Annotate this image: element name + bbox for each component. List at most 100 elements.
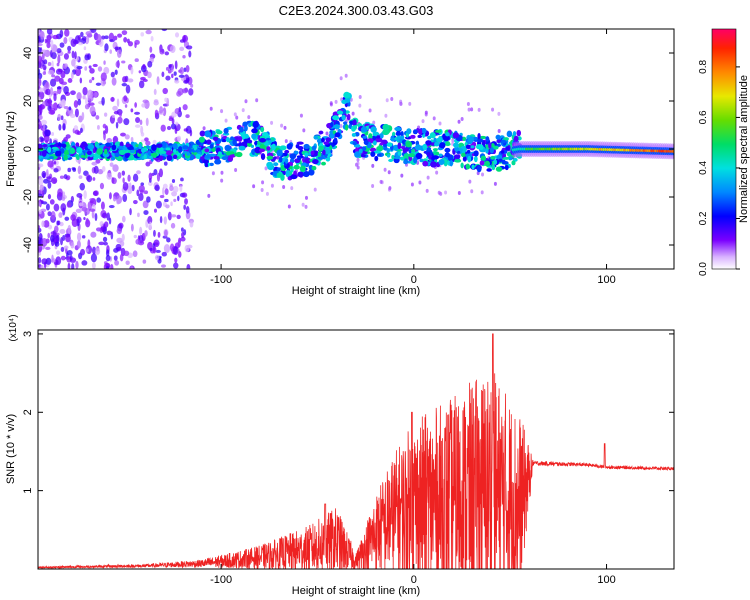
spectrogram-cell bbox=[38, 257, 42, 264]
spectrogram-cell bbox=[354, 151, 361, 158]
spectrogram-cell bbox=[302, 171, 310, 178]
spectrogram-cell bbox=[84, 66, 88, 71]
spectrogram-cell bbox=[121, 215, 126, 223]
spectrogram-cell bbox=[513, 135, 519, 142]
spectrogram-cell bbox=[112, 164, 119, 172]
spectrogram-cell bbox=[394, 126, 402, 131]
spectrogram-cell bbox=[86, 175, 93, 183]
spectrogram-cell bbox=[352, 141, 358, 146]
spectrogram-cell bbox=[95, 158, 101, 164]
spectrogram-cell bbox=[177, 146, 183, 153]
spectrogram-cell bbox=[470, 189, 474, 194]
spectrogram-cell bbox=[273, 156, 277, 160]
spectrogram-cell bbox=[186, 151, 190, 156]
spectrogram-cell bbox=[67, 45, 72, 52]
spectrogram-cell bbox=[76, 147, 83, 154]
colorbar: 0.0 0.2 0.4 0.6 0.8 Normalized spectral ampl… bbox=[698, 28, 750, 276]
spectrogram-cell bbox=[266, 155, 274, 160]
spectrogram-cell bbox=[178, 251, 182, 258]
spectrogram-cell bbox=[38, 87, 45, 93]
spectrogram-cell bbox=[295, 144, 300, 149]
spectrogram-cell bbox=[155, 143, 163, 148]
spectrogram-cell bbox=[38, 55, 43, 63]
spectrogram-cell bbox=[99, 220, 104, 227]
spectrogram-cell bbox=[122, 182, 129, 191]
spectrogram-cell bbox=[411, 149, 416, 153]
spectrogram-cell bbox=[103, 66, 110, 75]
spectrogram-cell bbox=[59, 221, 64, 227]
spectrogram-cell bbox=[102, 80, 107, 85]
spectrogram-cell bbox=[115, 243, 122, 251]
spectrogram-cell bbox=[103, 112, 108, 117]
spectrogram-cell bbox=[209, 106, 213, 111]
spectrogram-cell bbox=[215, 130, 223, 135]
spectrogram-cell bbox=[323, 141, 330, 145]
spectrogram-cell bbox=[188, 50, 192, 58]
spectrogram-cell bbox=[422, 160, 429, 167]
spectrogram-cell bbox=[169, 185, 174, 192]
spectrogram-cell bbox=[136, 189, 140, 197]
spectrogram-cell bbox=[491, 107, 495, 112]
spectrogram-cell bbox=[156, 76, 160, 85]
spectrogram-cell bbox=[339, 123, 343, 128]
spectrogram-cell bbox=[122, 193, 128, 203]
spectrogram-cell bbox=[89, 208, 96, 212]
spectrogram-y-label: Frequency (Hz) bbox=[5, 111, 17, 187]
spectrogram-cell bbox=[56, 150, 62, 157]
spectrogram-cell bbox=[373, 150, 381, 154]
spectrogram-cell bbox=[91, 246, 97, 255]
spectrogram-cell bbox=[111, 77, 117, 86]
spectrogram-cell bbox=[452, 132, 460, 139]
spectrogram-cell bbox=[485, 148, 489, 154]
spectrogram-cell bbox=[76, 232, 82, 242]
spectrogram-cell bbox=[106, 230, 112, 236]
spectrogram-cell bbox=[70, 214, 76, 221]
spectrogram-cell bbox=[376, 153, 382, 157]
spectrogram-cell bbox=[412, 129, 418, 135]
spectrogram-cell bbox=[45, 88, 51, 96]
spectrogram-cell bbox=[311, 165, 317, 171]
spectrogram-cell bbox=[512, 131, 517, 137]
spectrogram-cell bbox=[172, 185, 179, 193]
spectrogram-cell bbox=[87, 239, 91, 249]
spectrogram-cell bbox=[63, 37, 68, 45]
spectrogram-cell bbox=[60, 81, 68, 86]
spectrogram-cell bbox=[200, 156, 205, 160]
spectrogram-marks bbox=[38, 29, 674, 269]
spectrogram-cell bbox=[123, 37, 128, 43]
spectrogram-cell bbox=[444, 190, 448, 195]
spectrogram-cell bbox=[432, 116, 436, 121]
spectrogram-cell bbox=[135, 116, 141, 123]
spectrogram-cell bbox=[91, 262, 96, 269]
spectrogram-cell bbox=[77, 165, 82, 175]
spectrogram-cell bbox=[374, 155, 379, 162]
spectrogram-cell bbox=[42, 64, 47, 71]
spectrogram-cell bbox=[501, 159, 506, 165]
spectrogram-cell bbox=[239, 126, 244, 133]
spectrogram-cell bbox=[192, 144, 197, 149]
spectrogram-cell bbox=[358, 148, 363, 154]
spectrogram-cell bbox=[123, 118, 130, 126]
spectrogram-cell bbox=[310, 150, 315, 156]
spectrogram-cell bbox=[336, 110, 344, 115]
spectrogram-cell bbox=[168, 64, 172, 68]
spectrogram-cell bbox=[162, 87, 168, 95]
spectrogram-cell bbox=[142, 259, 147, 264]
spectrogram-cell bbox=[96, 143, 100, 149]
spectrogram-cell bbox=[209, 162, 214, 167]
spectrogram-cell bbox=[38, 115, 43, 120]
spectrogram-cell bbox=[38, 72, 43, 80]
spectrogram-cell bbox=[188, 88, 194, 96]
snr-y-label: SNR (10 * v/v) bbox=[5, 414, 17, 484]
spectrogram-cell bbox=[372, 131, 380, 137]
spectrogram-cell bbox=[426, 151, 431, 156]
spectrogram-cell bbox=[117, 171, 122, 179]
spectrogram-cell bbox=[46, 176, 52, 180]
spectrogram-cell bbox=[46, 169, 49, 176]
spectrogram-cell bbox=[93, 165, 99, 174]
spectrogram-cell bbox=[90, 253, 98, 263]
spectrogram-cell bbox=[356, 157, 360, 162]
spectrogram-cell bbox=[270, 120, 274, 125]
spectrogram-cell bbox=[129, 149, 136, 154]
spectrogram-cell bbox=[105, 266, 110, 269]
